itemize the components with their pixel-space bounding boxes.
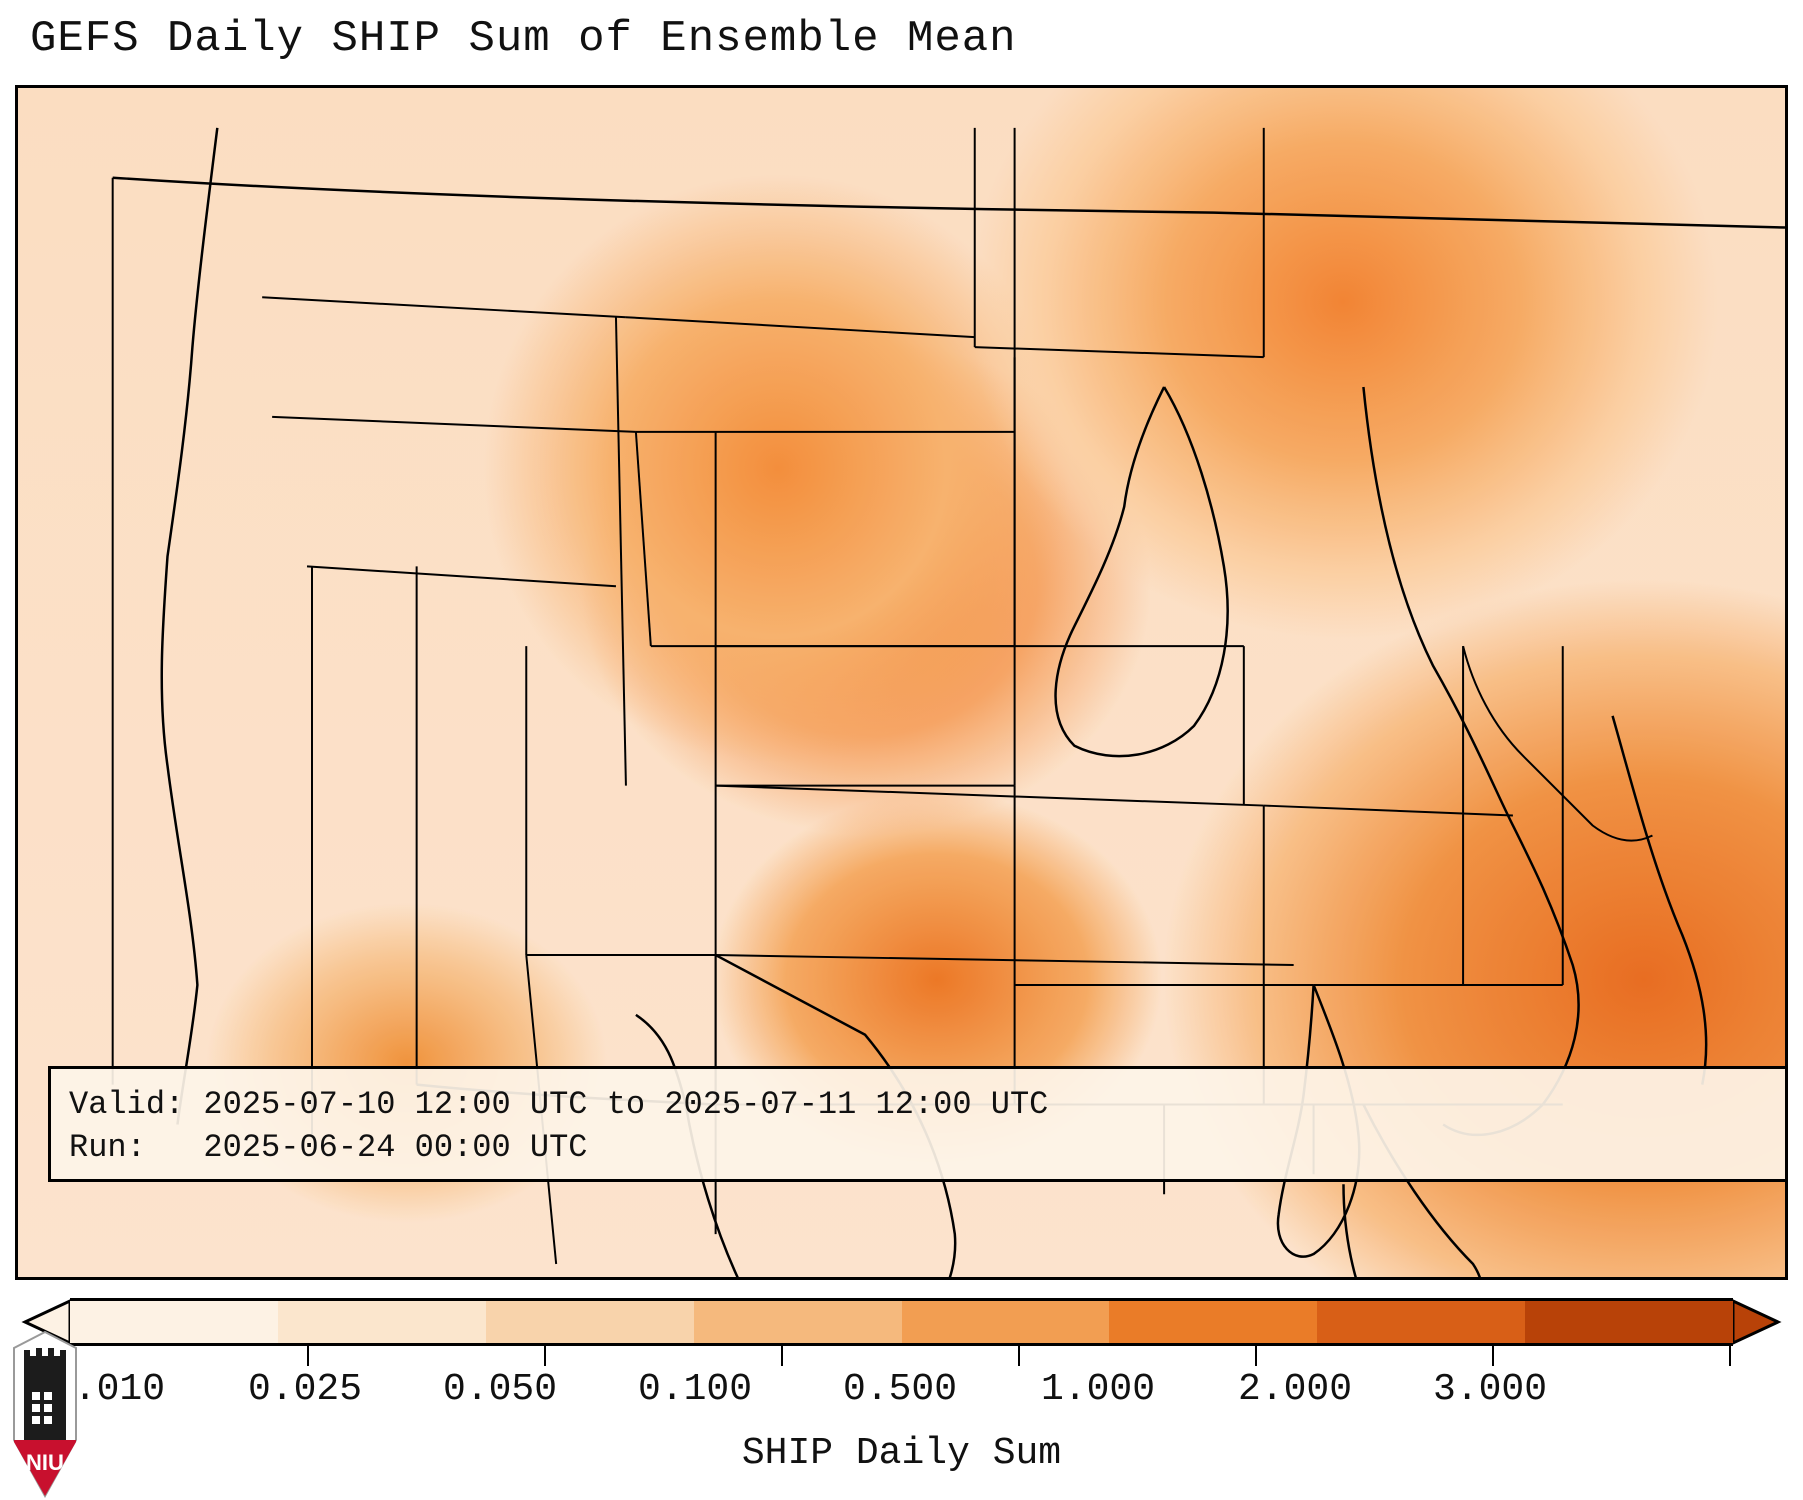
colorbar-segment-5	[902, 1301, 1110, 1343]
colorbar-gradient	[70, 1298, 1733, 1346]
colorbar-segment-6	[1109, 1301, 1317, 1343]
tick-label-2: 0.050	[443, 1368, 557, 1411]
valid-run-infobox: Valid: 2025-07-10 12:00 UTC to 2025-07-1…	[48, 1066, 1788, 1182]
colorbar-segment-4	[694, 1301, 902, 1343]
colorbar-arrow-high	[1733, 1298, 1788, 1346]
tick-label-5: 1.000	[1041, 1368, 1155, 1411]
niu-shield-icon: NIU	[10, 1330, 80, 1498]
run-line-label: Run: 2025-06-24 00:00 UTC	[69, 1126, 1767, 1169]
colorbar-segment-3	[486, 1301, 694, 1343]
colorbar-axis-title: SHIP Daily Sum	[0, 1432, 1803, 1475]
colorbar-container[interactable]	[15, 1298, 1788, 1346]
page-title: GEFS Daily SHIP Sum of Ensemble Mean	[30, 14, 1017, 64]
weather-map-app: GEFS Daily SHIP Sum of Ensemble Mean	[0, 0, 1803, 1500]
colorbar-segment-2	[278, 1301, 486, 1343]
niu-logo-text: NIU	[26, 1450, 64, 1475]
map-container: Valid: 2025-07-10 12:00 UTC to 2025-07-1…	[15, 85, 1788, 1280]
tick-label-3: 0.100	[638, 1368, 752, 1411]
colorbar-segment-8	[1525, 1301, 1733, 1343]
colorbar-ticks	[70, 1346, 1730, 1366]
niu-logo: NIU	[10, 1330, 80, 1498]
colorbar-tick-labels: 0.010 0.025 0.050 0.100 0.500 1.000 2.00…	[0, 1368, 1803, 1428]
tick-label-6: 2.000	[1238, 1368, 1352, 1411]
colorbar-segment-7	[1317, 1301, 1525, 1343]
valid-line-label: Valid: 2025-07-10 12:00 UTC to 2025-07-1…	[69, 1083, 1767, 1126]
tick-label-4: 0.500	[843, 1368, 957, 1411]
tick-label-7: 3.000	[1433, 1368, 1547, 1411]
colorbar-segment-1	[70, 1301, 278, 1343]
tick-label-1: 0.025	[248, 1368, 362, 1411]
